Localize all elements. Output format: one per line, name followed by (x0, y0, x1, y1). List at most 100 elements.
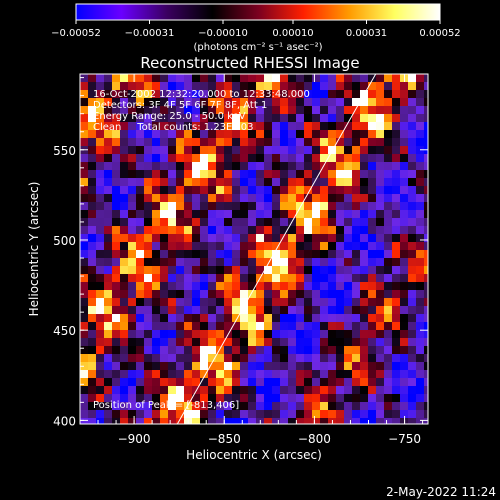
heatmap-cell (320, 330, 328, 338)
heatmap-cell (144, 162, 152, 170)
heatmap-cell (128, 154, 136, 162)
heatmap-cell (184, 82, 192, 90)
heatmap-cell (208, 410, 216, 418)
heatmap-cell (288, 122, 296, 130)
heatmap-cell (240, 170, 248, 178)
heatmap-cell (232, 82, 240, 90)
heatmap-cell (248, 394, 256, 402)
heatmap-cell (392, 130, 400, 138)
heatmap-cell (312, 290, 320, 298)
heatmap-cell (400, 314, 408, 322)
heatmap-cell (304, 234, 312, 242)
heatmap-cell (288, 250, 296, 258)
heatmap-cell (360, 330, 368, 338)
heatmap-cell (280, 234, 288, 242)
heatmap-cell (160, 258, 168, 266)
heatmap-cell (120, 258, 128, 266)
heatmap-cell (184, 74, 192, 82)
heatmap-cell (352, 98, 360, 106)
heatmap-cell (120, 74, 128, 82)
heatmap-cell (208, 226, 216, 234)
heatmap-cell (296, 178, 304, 186)
heatmap-cell (152, 98, 160, 106)
heatmap-cell (304, 370, 312, 378)
heatmap-cell (96, 186, 104, 194)
heatmap-cell (320, 122, 328, 130)
heatmap-cell (88, 386, 96, 394)
heatmap-cell (200, 154, 208, 162)
heatmap-cell (152, 378, 160, 386)
heatmap-cell (272, 282, 280, 290)
heatmap-cell (320, 210, 328, 218)
heatmap-cell (152, 282, 160, 290)
heatmap-cell (216, 90, 224, 98)
heatmap-cell (160, 378, 168, 386)
heatmap-cell (296, 338, 304, 346)
heatmap-cell (280, 146, 288, 154)
heatmap-cell (88, 338, 96, 346)
heatmap-cell (424, 394, 428, 402)
heatmap-cell (248, 338, 256, 346)
heatmap-cell (344, 242, 352, 250)
heatmap-cell (280, 202, 288, 210)
heatmap-cell (160, 74, 168, 82)
heatmap-cell (248, 98, 256, 106)
heatmap-cell (256, 282, 264, 290)
heatmap-cell (368, 330, 376, 338)
heatmap-cell (160, 90, 168, 98)
heatmap-cell (416, 378, 424, 386)
heatmap-cell (288, 418, 296, 424)
heatmap-cell (192, 338, 200, 346)
heatmap-cell (232, 218, 240, 226)
heatmap-cell (248, 258, 256, 266)
heatmap-cell (208, 210, 216, 218)
heatmap-cell (328, 138, 336, 146)
heatmap-cell (112, 250, 120, 258)
heatmap-cell (408, 290, 416, 298)
heatmap-cell (376, 186, 384, 194)
heatmap-cell (232, 170, 240, 178)
heatmap-cell (312, 418, 320, 424)
heatmap-cell (216, 322, 224, 330)
heatmap-cell (256, 154, 264, 162)
heatmap-cell (296, 394, 304, 402)
heatmap-cell (232, 194, 240, 202)
heatmap-cell (136, 370, 144, 378)
heatmap-cell (136, 314, 144, 322)
heatmap-cell (416, 394, 424, 402)
heatmap-cell (400, 138, 408, 146)
heatmap-cell (184, 314, 192, 322)
heatmap-cell (416, 258, 424, 266)
heatmap-cell (176, 242, 184, 250)
heatmap-cell (272, 330, 280, 338)
heatmap-cell (96, 394, 104, 402)
heatmap-cell (296, 130, 304, 138)
heatmap-cell (176, 122, 184, 130)
heatmap-cell (416, 106, 424, 114)
heatmap-cell (328, 122, 336, 130)
heatmap-cell (272, 394, 280, 402)
heatmap-cell (392, 98, 400, 106)
heatmap-cell (216, 290, 224, 298)
heatmap-cell (368, 258, 376, 266)
heatmap-cell (344, 90, 352, 98)
heatmap-cell (384, 314, 392, 322)
heatmap-cell (200, 114, 208, 122)
heatmap-cell (376, 258, 384, 266)
heatmap-cell (128, 74, 136, 82)
heatmap-cell (160, 162, 168, 170)
heatmap-cell (304, 314, 312, 322)
heatmap-cell (160, 266, 168, 274)
heatmap-cell (136, 106, 144, 114)
heatmap-cell (104, 162, 112, 170)
heatmap-cell (88, 170, 96, 178)
heatmap-cell (296, 106, 304, 114)
heatmap-cell (400, 106, 408, 114)
heatmap-cell (264, 266, 272, 274)
heatmap-cell (152, 122, 160, 130)
heatmap-cell (120, 314, 128, 322)
heatmap-cell (160, 138, 168, 146)
heatmap-cell (80, 130, 88, 138)
heatmap-cell (240, 234, 248, 242)
heatmap-cell (392, 354, 400, 362)
